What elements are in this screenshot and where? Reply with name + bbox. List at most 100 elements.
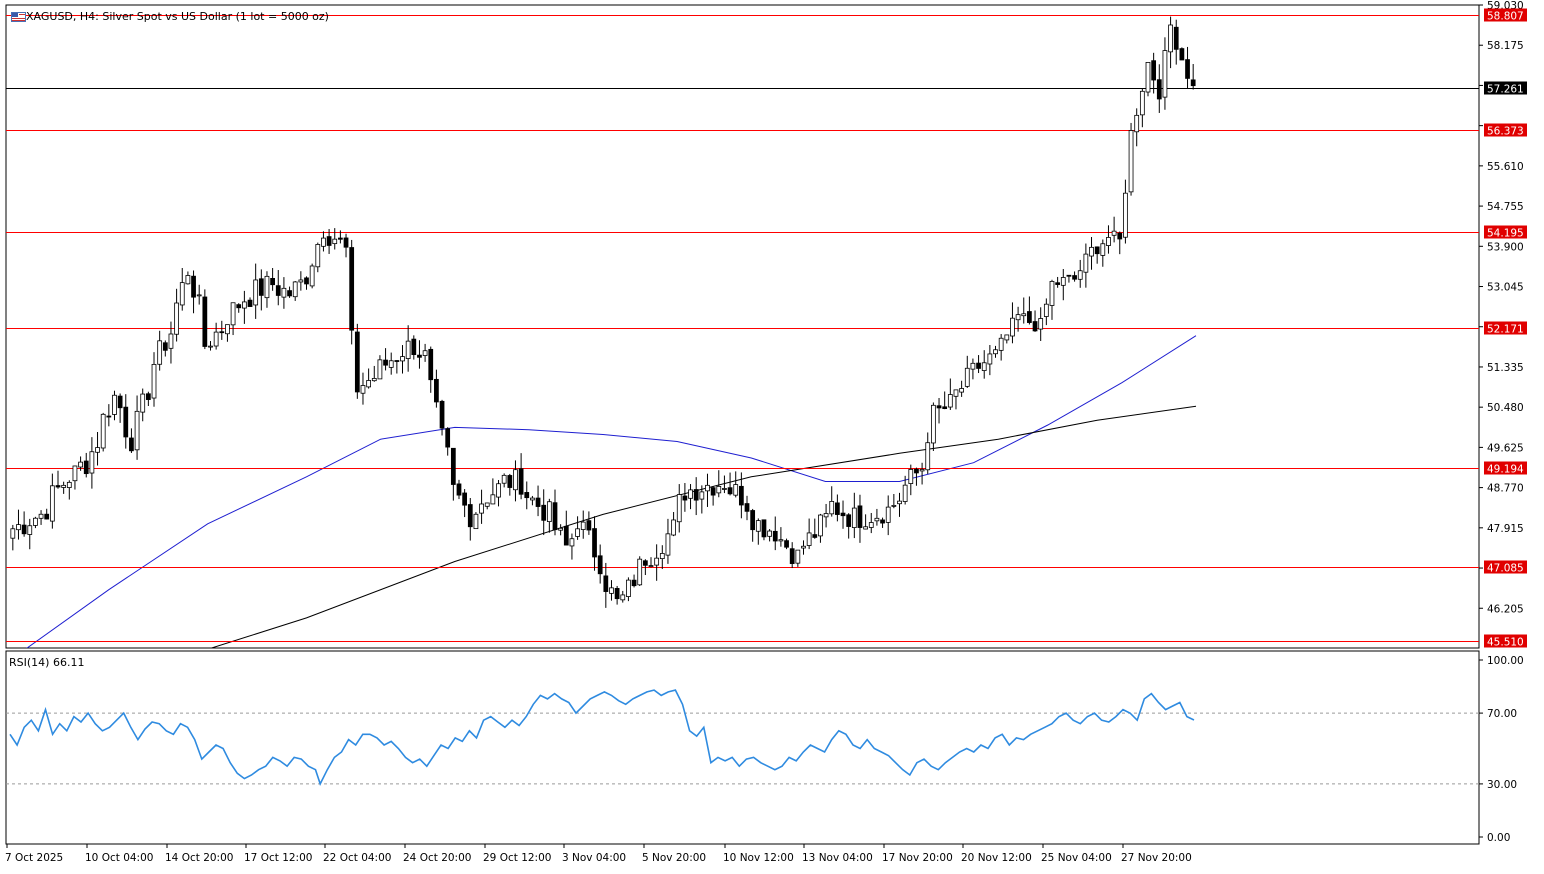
candle-body — [676, 494, 682, 523]
level-label: 58.807 — [1487, 11, 1524, 23]
candle-body — [38, 513, 44, 519]
time-tick-label: 5 Nov 20:00 — [642, 852, 706, 864]
candle-body — [157, 340, 163, 365]
candle-body — [298, 279, 304, 283]
candle-body — [575, 528, 580, 537]
level-label: 49.194 — [1487, 464, 1524, 476]
candle-body — [914, 468, 919, 474]
candle-body — [530, 497, 535, 501]
candle-body — [292, 281, 298, 298]
price-tick-label: 49.625 — [1487, 442, 1524, 454]
price-tick-label: 47.915 — [1487, 523, 1524, 535]
candle-body — [179, 282, 185, 306]
candle-body — [134, 410, 140, 451]
candle-body — [95, 447, 100, 453]
candle-body — [338, 237, 343, 240]
candle-body — [840, 512, 846, 517]
candle-body — [682, 495, 688, 501]
candle-body — [535, 497, 541, 507]
candle-body — [117, 395, 123, 409]
candle-body — [1089, 246, 1094, 257]
candle-body — [959, 388, 965, 393]
candle-body — [1083, 253, 1089, 273]
price-axis: 59.03058.17555.61054.75553.90053.04551.3… — [1479, 0, 1524, 615]
candle-body — [349, 247, 355, 331]
candle-body — [72, 465, 78, 482]
candle-body — [761, 519, 767, 538]
level-label-box — [1484, 8, 1527, 22]
candle-body — [1190, 79, 1196, 87]
candle-body — [287, 290, 292, 297]
candle-body — [710, 487, 716, 496]
candle-body — [942, 406, 948, 410]
chart-title: XAGUSD, H4: Silver Spot vs US Dollar (1 … — [26, 10, 329, 23]
price-tick-label: 54.755 — [1487, 201, 1524, 213]
candle-body — [326, 236, 332, 246]
candle-body — [140, 393, 146, 413]
candle-body — [400, 356, 405, 362]
candle-body — [354, 331, 360, 393]
candlestick-series — [10, 16, 1196, 608]
candle-body — [722, 488, 727, 490]
candle-body — [89, 451, 95, 474]
candle-body — [496, 483, 501, 498]
candle-body — [558, 527, 564, 531]
candle-body — [665, 533, 671, 556]
candle-body — [1066, 274, 1072, 277]
candle-body — [78, 461, 83, 468]
candle-body — [1049, 281, 1055, 306]
candle-body — [569, 538, 575, 547]
candle-body — [541, 504, 547, 521]
candle-body — [55, 485, 61, 488]
candle-body — [586, 520, 592, 531]
candle-body — [801, 545, 806, 549]
candle-body — [321, 237, 326, 247]
candle-body — [112, 394, 117, 415]
rsi-title: RSI(14) 66.11 — [9, 656, 85, 669]
candle-body — [936, 405, 942, 409]
candle-body — [1010, 317, 1015, 337]
candle-body — [27, 525, 33, 535]
level-label-box — [1484, 461, 1527, 475]
candle-body — [467, 504, 473, 528]
candle-body — [230, 302, 236, 326]
candle-body — [1173, 26, 1179, 50]
candle-body — [642, 560, 648, 566]
candle-body — [258, 278, 264, 296]
candle-body — [44, 513, 50, 520]
candle-body — [1123, 192, 1128, 238]
level-label: 45.510 — [1487, 637, 1524, 649]
candle-body — [823, 513, 829, 518]
candle-body — [484, 502, 490, 507]
candle-body — [1162, 50, 1168, 98]
candle-body — [931, 404, 936, 444]
candle-body — [428, 348, 434, 381]
candle-body — [1027, 311, 1032, 323]
candle-body — [1015, 314, 1021, 321]
candle-body — [174, 302, 179, 335]
candle-body — [518, 468, 524, 495]
time-tick-label: 7 Oct 2025 — [5, 852, 63, 864]
candle-body — [716, 485, 722, 494]
candle-body — [281, 287, 287, 298]
level-label-box — [1484, 321, 1527, 335]
candle-body — [857, 505, 863, 528]
candle-body — [473, 513, 479, 530]
candle-body — [1117, 232, 1123, 240]
candle-body — [1156, 79, 1162, 100]
candle-body — [750, 510, 756, 531]
level-label: 52.171 — [1487, 324, 1524, 336]
candle-body — [225, 324, 230, 335]
candle-body — [767, 530, 772, 537]
candle-body — [524, 492, 530, 499]
candle-body — [490, 494, 496, 505]
candle-body — [891, 504, 897, 507]
candle-body — [953, 389, 959, 397]
candle-body — [1179, 48, 1185, 61]
level-label: 54.195 — [1487, 228, 1524, 240]
time-axis: 7 Oct 2025 10 Oct 04:00 14 Oct 20:00 17 Oct… — [5, 844, 1192, 864]
time-tick-label: 10 Nov 12:00 — [723, 852, 794, 864]
candle-body — [66, 481, 72, 488]
rsi-line — [9, 689, 1195, 786]
